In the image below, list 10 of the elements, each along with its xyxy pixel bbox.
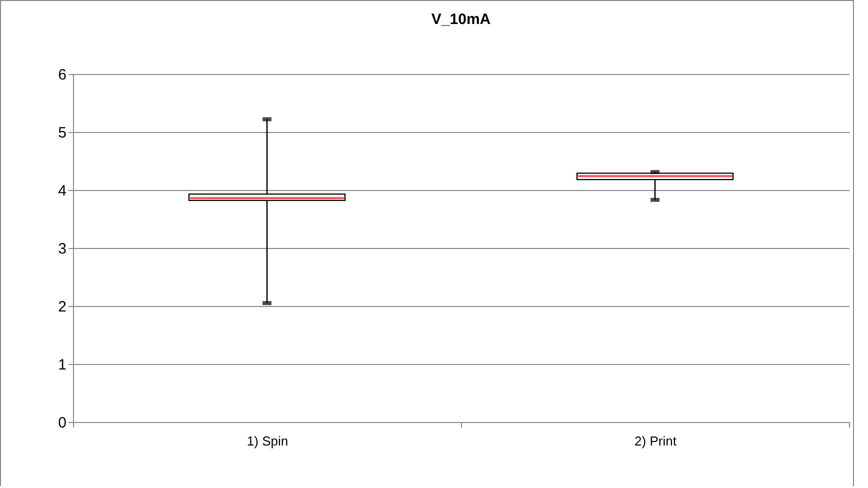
y-tick-label: 5 [58,124,66,142]
x-tick-label: 2) Print [634,434,677,448]
y-tick-label: 1 [58,356,66,374]
y-tick-label: 2 [58,298,66,316]
y-tick-label: 0 [58,414,66,432]
chart-title: V_10mA [431,11,491,28]
y-tick-label: 4 [58,182,66,200]
y-tick-label: 6 [58,66,66,84]
y-tick-label: 3 [58,240,66,258]
x-tick-label: 1) Spin [246,434,288,448]
